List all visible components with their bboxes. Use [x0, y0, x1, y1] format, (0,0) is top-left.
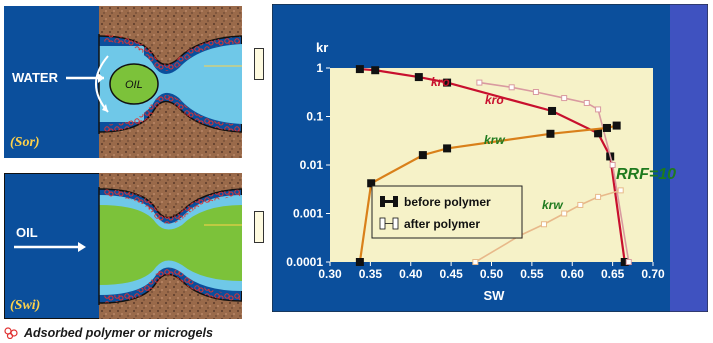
data-point-kro_before	[548, 106, 557, 115]
data-point-kro_after	[532, 89, 539, 96]
y-tick-label: 0.01	[300, 158, 324, 172]
data-point-kro_after	[625, 259, 632, 265]
y-tick-label: 1	[316, 61, 323, 75]
series-line-kro_after	[479, 81, 630, 263]
data-point-kro_after	[595, 106, 602, 113]
rock-grain-bottom	[99, 274, 242, 319]
data-point-krw_after	[540, 221, 547, 228]
data-point-kro_before	[355, 65, 364, 74]
microgel-icon	[4, 327, 18, 339]
data-point-krw_after	[595, 193, 602, 200]
data-point-krw_after	[577, 201, 584, 208]
swi-caption: (Swi)	[10, 298, 40, 313]
pore-diagram-swi: OIL (Swi)	[4, 173, 242, 319]
microgel-legend-text: Adsorbed polymer or microgels	[24, 326, 213, 340]
series-label-3: krw	[542, 198, 563, 212]
chart-legend: before polymer after polymer	[371, 185, 523, 239]
water-label: WATER	[12, 70, 59, 85]
x-tick-label: 0.65	[601, 267, 625, 281]
x-tick-label: 0.60	[561, 267, 585, 281]
rock-grain-bottom	[99, 101, 242, 158]
data-point-krw_after	[617, 187, 624, 194]
legend-swatch-after	[379, 217, 399, 230]
y-tick-label: 0.001	[293, 207, 323, 221]
scale-bar-bottom	[254, 211, 264, 243]
rrf-annotation: RRF=10	[616, 166, 676, 183]
data-point-kro_after	[508, 84, 515, 91]
legend-label-before: before polymer	[404, 195, 491, 209]
x-tick-label: 0.45	[439, 267, 463, 281]
x-tick-label: 0.70	[641, 267, 665, 281]
adsorbed-microgel-layer	[103, 34, 241, 71]
rock-grain-top	[99, 173, 242, 218]
sor-caption: (Sor)	[10, 135, 40, 150]
x-tick-label: 0.50	[480, 267, 504, 281]
legend-label-after: after polymer	[404, 217, 480, 231]
data-point-kro_after	[583, 99, 590, 106]
data-point-krw_before	[546, 129, 555, 138]
x-tick-label: 0.40	[399, 267, 423, 281]
data-point-kro_after	[561, 95, 568, 102]
x-tick-label: 0.55	[520, 267, 544, 281]
pore-diagram-sor: WATER OIL (Sor)	[4, 6, 242, 158]
data-point-kro_before	[443, 78, 452, 87]
oil-droplet	[109, 63, 159, 105]
scale-bar-top	[254, 48, 264, 80]
series-label-0: kro	[431, 75, 450, 89]
x-tick-label: 0.35	[359, 267, 383, 281]
microgel-legend: Adsorbed polymer or microgels	[4, 325, 213, 341]
oil-label: OIL	[125, 79, 143, 91]
x-axis-title: SW	[484, 288, 506, 303]
data-point-krw_before	[612, 121, 621, 130]
data-point-krw_before	[443, 144, 452, 153]
y-axis-title: kr	[316, 40, 328, 55]
adsorbed-microgel-layer	[103, 189, 241, 224]
series-label-2: krw	[484, 133, 505, 147]
relative-permeability-chart: 0.30 0.35 0.40 0.45 0.50 0.55 0.60 0.65 0.70 1 0.1…	[272, 4, 708, 312]
data-point-kro_before	[594, 129, 603, 138]
chart-side-band	[670, 4, 708, 312]
rock-grain-top	[99, 6, 242, 65]
data-point-kro_before	[371, 66, 380, 75]
data-point-kro_before	[414, 73, 423, 82]
data-point-krw_before	[418, 151, 427, 160]
data-point-krw_before	[367, 179, 376, 188]
data-point-krw_before	[602, 123, 611, 132]
legend-swatch-before	[380, 196, 398, 207]
data-point-krw_before	[355, 258, 364, 266]
data-point-krw_after	[472, 259, 479, 265]
data-point-krw_after	[561, 210, 568, 217]
y-tick-label: 0.0001	[286, 255, 323, 269]
oil-label: OIL	[16, 225, 38, 240]
y-tick-label: 0.1	[306, 110, 323, 124]
data-point-kro_after	[609, 162, 616, 168]
x-tick-label: 0.30	[318, 267, 342, 281]
data-point-kro_after	[476, 79, 483, 86]
series-label-1: kro	[485, 93, 504, 107]
